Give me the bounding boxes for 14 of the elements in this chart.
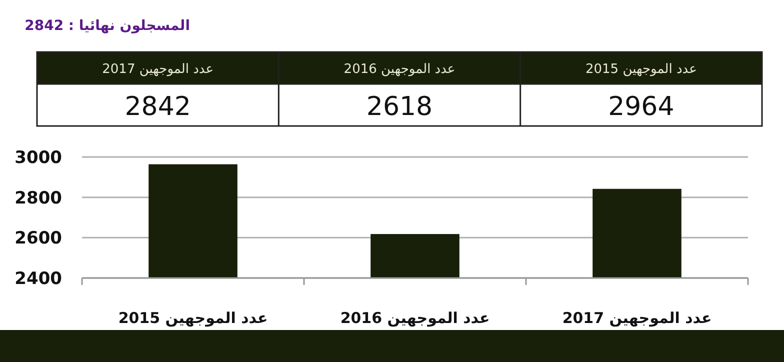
y-tick-label: 3000 — [14, 148, 62, 168]
y-tick-label: 2600 — [14, 228, 62, 249]
text: عدد الموجهين 2015 — [585, 62, 697, 77]
x-tick-label: عدد الموجهين 2017 — [562, 309, 712, 327]
text: 2964 — [608, 92, 674, 122]
text: 2618 — [366, 92, 433, 122]
text: المسجلون نهائيا : 2842 — [24, 18, 190, 34]
y-tick-label: 2800 — [14, 188, 62, 208]
y-tick-label: 2400 — [14, 269, 62, 289]
text: عدد الموجهين 2017 — [102, 62, 214, 77]
text: عدد الموجهين 2016 — [344, 62, 456, 77]
text: 2842 — [124, 92, 191, 122]
x-tick-label: عدد الموجهين 2016 — [340, 309, 490, 327]
x-tick-label: عدد الموجهين 2015 — [118, 309, 268, 327]
